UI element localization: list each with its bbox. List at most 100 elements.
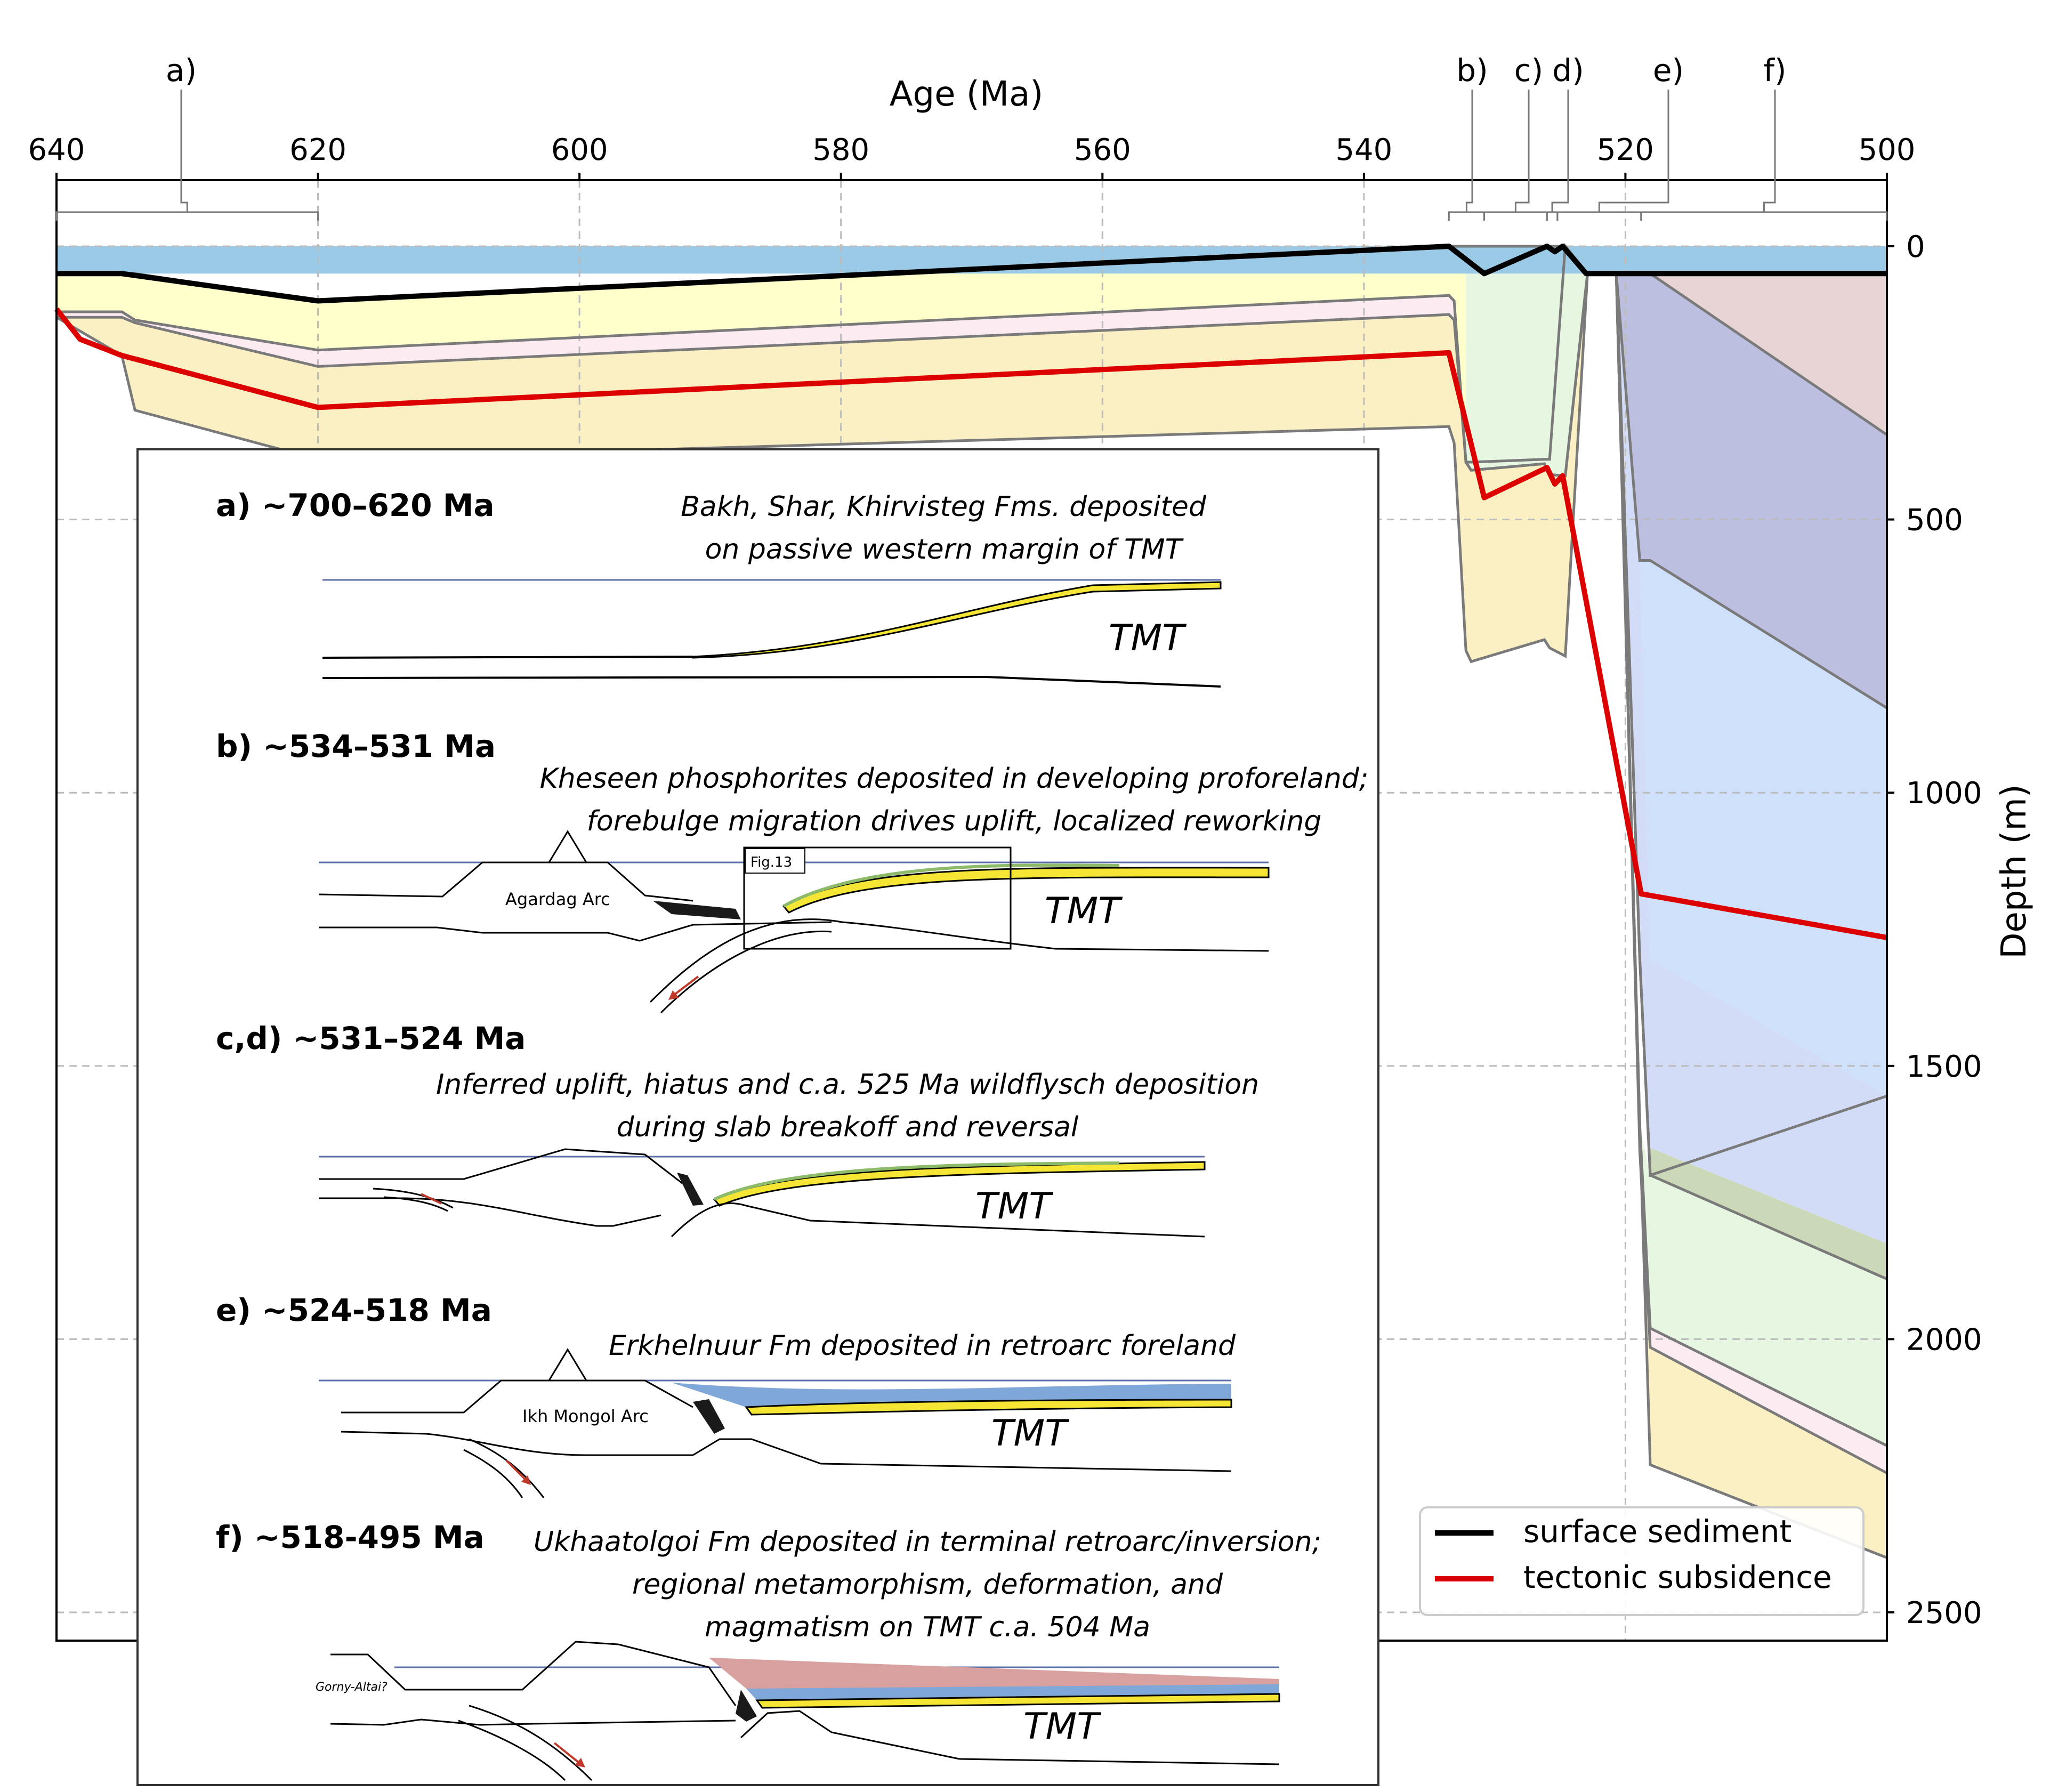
stage-bracket (1448, 211, 1486, 221)
x-tick-label: 500 (1859, 133, 1916, 167)
subduction-arrowhead (668, 990, 679, 1000)
subduction-arrow (505, 1459, 529, 1483)
strata-fill-10 (1616, 273, 1887, 708)
fig13-label: Fig.13 (750, 854, 792, 870)
panel-b-tmt-label: TMT (1045, 890, 1123, 932)
panel-f-tmt-label: TMT (1023, 1706, 1101, 1748)
yellow-layer (782, 867, 1270, 914)
arc-body (341, 1379, 693, 1456)
stage-leader (1763, 90, 1776, 212)
stage-bracket (55, 211, 319, 221)
x-tick-label: 540 (1335, 133, 1392, 167)
basement-top (322, 656, 693, 659)
stage-bracket (1556, 211, 1642, 221)
blue-layer (746, 1684, 1279, 1700)
x-tick-label: 560 (1074, 133, 1131, 167)
panel-f-caption-2: regional metamorphism, deformation, and (632, 1569, 1223, 1601)
legend-label-tectonic: tectonic subsidence (1523, 1559, 1832, 1595)
x-tick-label: 640 (28, 133, 85, 167)
x-tick-label: 580 (812, 133, 869, 167)
panel-cd-caption-1: Inferred uplift, hiatus and c.a. 525 Ma … (436, 1069, 1259, 1101)
stage-leader (1551, 90, 1569, 212)
strata-fill-4 (1544, 246, 1887, 1446)
stage-leader (1465, 90, 1473, 212)
pink-layer (709, 1658, 1279, 1689)
sediment-wedge (692, 581, 1222, 659)
stage-label: f) (1763, 52, 1786, 88)
yellow-layer (755, 1693, 1280, 1709)
subduction-arrowhead (521, 1475, 531, 1485)
panel-b-arc-label: Agardag Arc (505, 889, 610, 909)
green-layer (713, 1161, 1120, 1201)
yellow-layer (713, 1161, 1206, 1207)
strata-boundary-10 (1615, 273, 1888, 709)
y-tick-label: 0 (1906, 230, 1925, 264)
inset-schematic: a) ~700–620 Ma Bakh, Shar, Khirvisteg Fm… (136, 448, 1379, 1786)
foreland-base (671, 1202, 1205, 1238)
panel-e-title: e) ~524-518 Ma (216, 1292, 492, 1328)
arc-body (319, 1148, 683, 1227)
strata-boundary-3 (55, 273, 1589, 664)
panel-a-caption-2: on passive western margin of TMT (705, 534, 1184, 566)
strata-fills (57, 246, 1887, 1558)
strata-fill-11 (1616, 273, 1887, 435)
panel-e: e) ~524-518 Ma Erkhelnuur Fm deposited i… (216, 1292, 1236, 1498)
panel-b-caption-1: Kheseen phosphorites deposited in develo… (540, 763, 1369, 795)
x-tick-label: 620 (289, 133, 346, 167)
strata-fill-1 (57, 246, 1588, 476)
y-tick-label: 2000 (1906, 1322, 1982, 1357)
panel-e-arc-label: Ikh Mongol Arc (522, 1406, 649, 1426)
foreland-base (740, 1710, 1280, 1765)
stage-markers: a) b) c) d) e) f) (55, 52, 1888, 221)
panel-f-title: f) ~518-495 Ma (216, 1519, 485, 1555)
slab (458, 1705, 593, 1781)
arc-volcano (548, 830, 587, 863)
subduction-arrowhead (575, 1758, 585, 1767)
wildflysch-wedge (677, 1173, 704, 1206)
stage-leader (1514, 90, 1530, 212)
stage-label: a) (166, 52, 197, 88)
series-line-surface-sediment (57, 244, 1887, 304)
yellow-layer (745, 1399, 1232, 1416)
y-axis-ticks: 0 500 1000 1500 2000 2500 (1887, 230, 1982, 1630)
subduction-arrow (553, 1742, 582, 1765)
stage-bracket (1546, 211, 1559, 221)
arc-volcano (548, 1348, 587, 1381)
stage-label: e) (1653, 52, 1684, 88)
strata-fill-9 (1587, 273, 1887, 1244)
foreland-base (692, 1438, 1232, 1472)
x-tick-label: 600 (551, 133, 608, 167)
panel-cd: c,d) ~531–524 Ma Inferred uplift, hiatus… (216, 1020, 1259, 1238)
legend-box (1419, 1506, 1865, 1616)
series-line-tectonic-subsidence (54, 307, 1887, 940)
legend: surface sediment tectonic subsidence (1419, 1506, 1865, 1616)
panel-cd-title: c,d) ~531–524 Ma (216, 1020, 526, 1056)
y-tick-label: 500 (1906, 503, 1963, 538)
stage-bracket (1640, 211, 1888, 221)
strata-fill-2 (57, 273, 1588, 662)
arc-body (318, 861, 832, 942)
panel-b-title: b) ~534–531 Ma (216, 728, 496, 764)
panel-a-caption-1: Bakh, Shar, Khirvisteg Fms. deposited (681, 491, 1207, 523)
strata-fill-3 (1466, 246, 1588, 476)
y-tick-label: 2500 (1906, 1596, 1982, 1630)
y-axis-label: Depth (m) (1995, 784, 2034, 959)
arc-wedge (736, 1690, 757, 1722)
y-tick-label: 1000 (1906, 776, 1982, 811)
panel-a-tmt-label: TMT (1109, 617, 1187, 659)
panel-a: a) ~700–620 Ma Bakh, Shar, Khirvisteg Fm… (216, 487, 1222, 688)
stage-label: c) (1514, 52, 1544, 88)
stage-leader (180, 90, 188, 212)
basement-base (322, 675, 1221, 688)
stage-leader (1598, 90, 1669, 212)
y-tick-label: 1500 (1906, 1050, 1982, 1084)
slab-base (660, 930, 832, 1014)
panel-f-side-label: Gorny-Altai? (316, 1681, 388, 1694)
panel-cd-caption-2: during slab breakoff and reversal (617, 1111, 1079, 1143)
subduction-arrow (671, 975, 699, 998)
inset-box (136, 448, 1379, 1786)
x-axis-label: Age (Ma) (890, 75, 1044, 114)
panel-f-caption-3: magmatism on TMT c.a. 504 Ma (705, 1611, 1150, 1643)
panel-e-caption-1: Erkhelnuur Fm deposited in retroarc fore… (609, 1330, 1236, 1362)
